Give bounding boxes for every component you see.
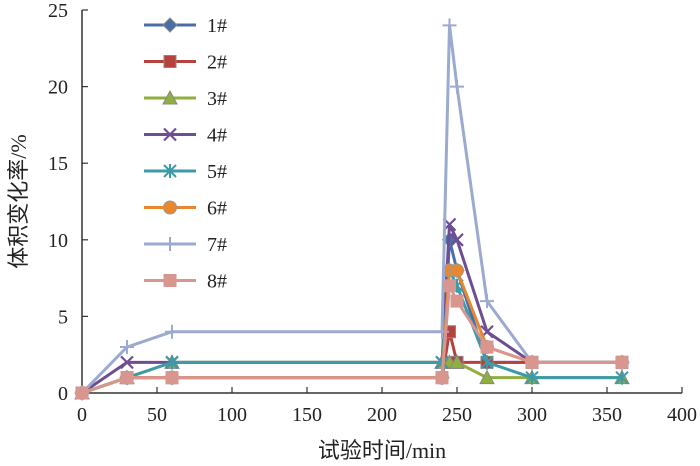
data-point bbox=[435, 371, 449, 385]
y-axis-title: 体积变化率/% bbox=[6, 134, 31, 268]
legend-label: 4# bbox=[207, 125, 227, 147]
legend-item: 3# bbox=[144, 88, 227, 110]
y-tick-label: 15 bbox=[48, 153, 68, 175]
legend-label: 5# bbox=[207, 161, 227, 183]
y-tick-label: 0 bbox=[58, 383, 68, 405]
data-point bbox=[120, 340, 134, 355]
x-tick-label: 250 bbox=[442, 404, 472, 426]
data-point bbox=[525, 370, 539, 385]
data-point bbox=[480, 355, 494, 370]
y-tick-label: 5 bbox=[58, 306, 68, 328]
legend-marker bbox=[163, 127, 177, 142]
data-point bbox=[450, 294, 464, 308]
series-7 bbox=[75, 18, 629, 400]
data-point bbox=[450, 233, 464, 247]
series-8 bbox=[75, 279, 629, 400]
legend-item: 6# bbox=[144, 198, 227, 220]
data-point bbox=[480, 294, 494, 309]
x-tick-label: 200 bbox=[367, 404, 397, 426]
series-layer bbox=[74, 18, 630, 401]
data-point bbox=[480, 340, 494, 354]
legend-marker bbox=[163, 200, 177, 215]
legend-marker bbox=[162, 17, 178, 33]
data-point bbox=[165, 371, 179, 385]
data-point bbox=[165, 355, 179, 370]
legend-label: 3# bbox=[207, 88, 227, 110]
series-line bbox=[81, 238, 622, 395]
data-point bbox=[75, 386, 89, 400]
x-tick-label: 350 bbox=[592, 404, 622, 426]
x-tick-label: 50 bbox=[147, 404, 167, 426]
x-tick-label: 0 bbox=[77, 404, 87, 426]
legend: 1# 2# 3# 4# 5# 6# 7# 8# bbox=[144, 15, 227, 293]
data-point bbox=[450, 263, 464, 278]
data-point bbox=[120, 355, 134, 370]
data-point bbox=[449, 354, 465, 369]
x-tick-label: 100 bbox=[217, 404, 247, 426]
legend-label: 1# bbox=[207, 15, 227, 37]
y-tick-label: 20 bbox=[48, 77, 68, 99]
data-point bbox=[450, 79, 464, 94]
legend-item: 4# bbox=[144, 125, 227, 147]
legend-item: 1# bbox=[144, 15, 227, 37]
legend-marker bbox=[163, 164, 177, 178]
x-tick-label: 150 bbox=[292, 404, 322, 426]
axes: 0 50 100 150 200 250 300 350 400 0 5 10 15 20 25 bbox=[48, 0, 697, 426]
legend-label: 2# bbox=[207, 52, 227, 74]
legend-marker bbox=[163, 274, 177, 287]
y-tick-label: 25 bbox=[48, 0, 68, 22]
y-ticks: 0 5 10 15 20 25 bbox=[48, 0, 88, 405]
data-point bbox=[615, 355, 629, 369]
x-axis-title: 试验时间/min bbox=[318, 438, 446, 463]
legend-label: 8# bbox=[207, 271, 227, 293]
legend-marker bbox=[162, 89, 178, 105]
legend-marker bbox=[163, 237, 177, 251]
data-point bbox=[165, 324, 179, 339]
series-line bbox=[81, 222, 622, 395]
legend-item: 7# bbox=[144, 234, 227, 256]
x-ticks: 0 50 100 150 200 250 300 350 400 bbox=[77, 387, 697, 426]
series-line bbox=[80, 23, 622, 395]
legend-item: 2# bbox=[144, 52, 227, 74]
legend-item: 5# bbox=[144, 161, 227, 183]
legend-item: 8# bbox=[144, 271, 227, 293]
legend-label: 6# bbox=[207, 198, 227, 220]
data-point bbox=[442, 18, 457, 33]
data-point bbox=[525, 355, 539, 369]
x-tick-label: 400 bbox=[667, 404, 697, 426]
legend-label: 7# bbox=[207, 234, 227, 256]
data-point bbox=[479, 369, 495, 385]
y-tick-label: 10 bbox=[48, 230, 68, 252]
series-4 bbox=[75, 217, 629, 400]
x-tick-label: 300 bbox=[517, 404, 547, 426]
series-1 bbox=[74, 232, 630, 401]
data-point bbox=[615, 370, 629, 385]
data-point bbox=[443, 279, 456, 293]
legend-marker bbox=[163, 55, 177, 68]
data-point bbox=[120, 371, 134, 385]
